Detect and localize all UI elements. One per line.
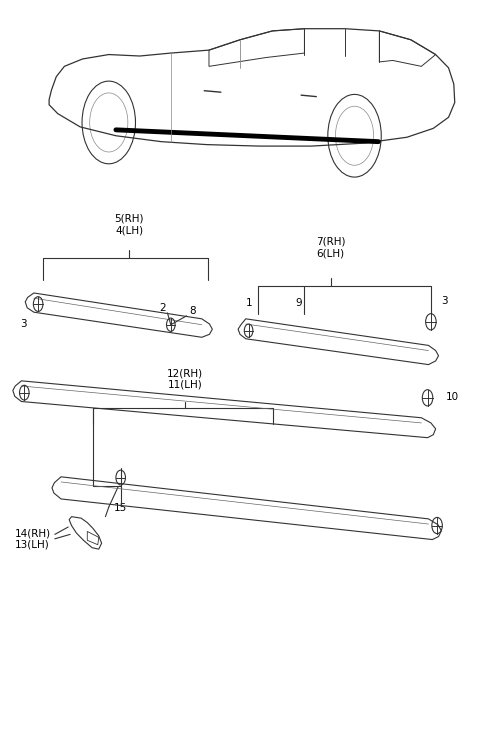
Text: 1: 1 — [246, 298, 253, 308]
Text: 9: 9 — [295, 298, 302, 308]
Text: 10: 10 — [446, 392, 459, 402]
Text: 8: 8 — [189, 307, 195, 316]
Text: 7(RH)
6(LH): 7(RH) 6(LH) — [316, 236, 346, 259]
Text: 2: 2 — [159, 304, 166, 313]
Text: 15: 15 — [114, 502, 127, 513]
Text: 14(RH)
13(LH): 14(RH) 13(LH) — [15, 528, 51, 550]
Text: 5(RH)
4(LH): 5(RH) 4(LH) — [115, 214, 144, 236]
Text: 3: 3 — [20, 319, 27, 329]
Text: 3: 3 — [442, 296, 448, 306]
Text: 12(RH)
11(LH): 12(RH) 11(LH) — [167, 368, 203, 390]
